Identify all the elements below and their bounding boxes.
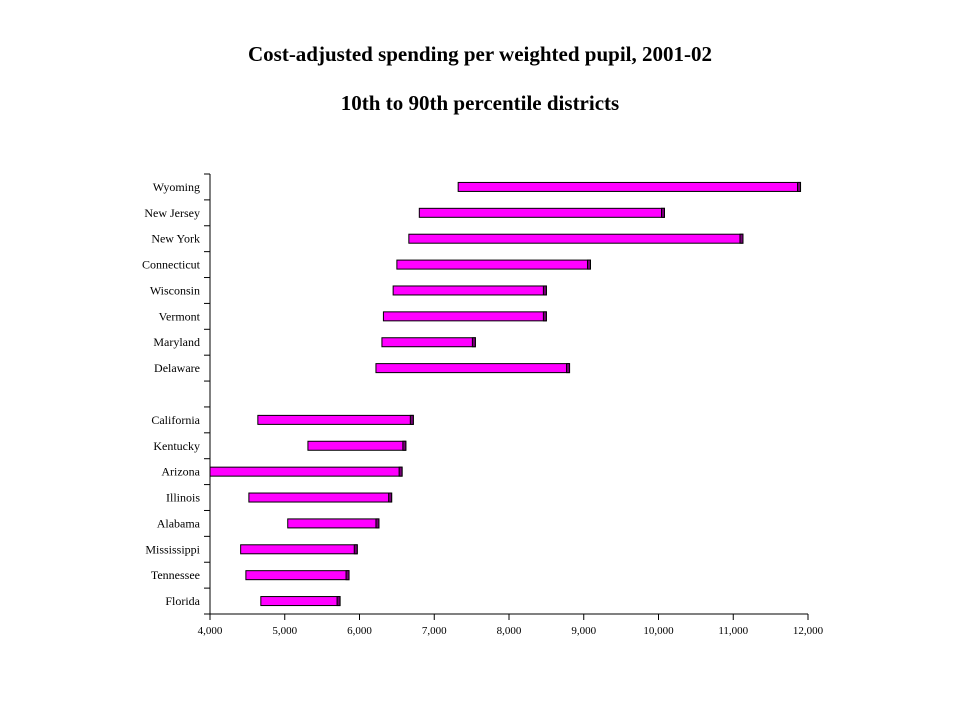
range-bar bbox=[287, 518, 380, 529]
y-category-label: New Jersey bbox=[144, 206, 200, 220]
y-category-label: Connecticut bbox=[142, 258, 201, 272]
range-bar-end bbox=[542, 311, 547, 322]
chart-title: Cost-adjusted spending per weighted pupi… bbox=[247, 42, 713, 66]
x-tick-label: 5,000 bbox=[272, 625, 297, 637]
y-category-label: Delaware bbox=[154, 361, 200, 375]
y-category-label: Kentucky bbox=[153, 439, 200, 453]
range-bar bbox=[245, 570, 350, 581]
y-category-label: California bbox=[151, 413, 200, 427]
x-tick-label: 10,000 bbox=[643, 625, 674, 637]
y-category-label: Florida bbox=[165, 594, 200, 608]
x-tick-label: 6,000 bbox=[347, 625, 372, 637]
range-bar-end bbox=[542, 285, 547, 296]
y-category-label: Mississippi bbox=[145, 542, 200, 556]
range-bar bbox=[382, 311, 547, 322]
range-bar-end bbox=[739, 233, 744, 244]
range-bar-end bbox=[345, 570, 350, 581]
y-category-label: Wisconsin bbox=[150, 283, 200, 297]
range-bar-end bbox=[336, 596, 341, 607]
y-category-label: Maryland bbox=[153, 335, 200, 349]
range-bar-end bbox=[586, 259, 591, 270]
range-bar bbox=[392, 285, 547, 296]
x-tick-label: 12,000 bbox=[793, 625, 824, 637]
chart-bars bbox=[209, 181, 802, 607]
range-bar-end bbox=[375, 518, 380, 529]
range-bar-end bbox=[566, 363, 571, 374]
range-bar-end bbox=[471, 337, 476, 348]
x-tick-label: 11,000 bbox=[718, 625, 748, 637]
range-bar-end bbox=[353, 544, 358, 555]
y-category-label: Illinois bbox=[166, 491, 200, 505]
range-bar bbox=[375, 363, 571, 374]
range-bar-end bbox=[388, 492, 393, 503]
x-tick-label: 9,000 bbox=[571, 625, 596, 637]
range-bar-end bbox=[409, 414, 414, 425]
x-tick-label: 7,000 bbox=[422, 625, 447, 637]
range-bar bbox=[418, 207, 665, 218]
range-bar-end bbox=[660, 207, 665, 218]
y-category-label: Arizona bbox=[161, 465, 200, 479]
y-category-label: Vermont bbox=[159, 309, 201, 323]
range-bar-end bbox=[402, 440, 407, 451]
x-tick-label: 8,000 bbox=[497, 625, 522, 637]
range-bar bbox=[307, 440, 407, 451]
range-bar bbox=[457, 181, 802, 192]
chart-labels: 4,000 5,000 6,000 7,000 8,000 9,000 10,000 11,0… bbox=[142, 180, 824, 637]
range-bar bbox=[408, 233, 744, 244]
range-bar bbox=[257, 414, 414, 425]
y-category-label: Wyoming bbox=[153, 180, 200, 194]
chart-axes bbox=[204, 173, 809, 620]
range-bar-end bbox=[797, 181, 802, 192]
range-bar bbox=[209, 466, 403, 477]
x-tick-label: 4,000 bbox=[198, 625, 223, 637]
y-category-label: Alabama bbox=[157, 516, 201, 530]
range-bar-end bbox=[398, 466, 403, 477]
range-bar bbox=[240, 544, 358, 555]
range-bar bbox=[248, 492, 393, 503]
chart-subtitle: 10th to 90th percentile districts bbox=[340, 91, 620, 115]
range-bar bbox=[260, 596, 341, 607]
range-bar bbox=[381, 337, 476, 348]
y-category-label: New York bbox=[151, 232, 200, 246]
range-bar bbox=[396, 259, 591, 270]
y-category-label: Tennessee bbox=[151, 568, 200, 582]
